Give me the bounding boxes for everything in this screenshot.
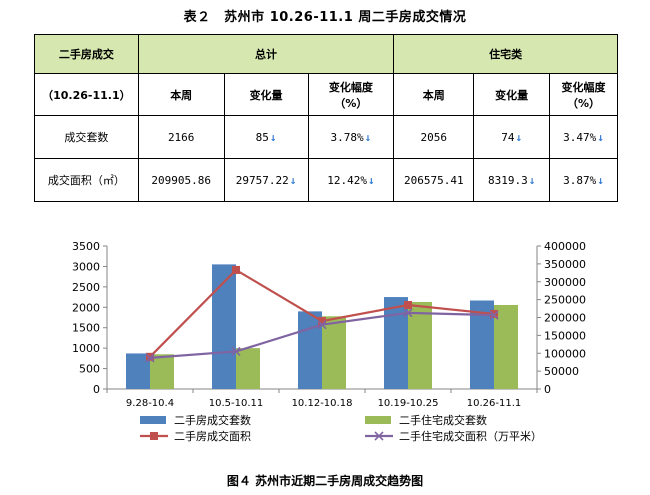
legend-label: 二手房成交套数 <box>174 413 251 427</box>
rate-header-line2: （%） <box>567 96 601 110</box>
right-tick-label: 0 <box>544 383 551 396</box>
right-tick-label: 350000 <box>544 258 586 271</box>
col-header-rate-total: 变化幅度 （%） <box>307 73 395 116</box>
left-tick-label: 3000 <box>72 260 100 273</box>
down-arrow-icon: ↓ <box>528 173 536 187</box>
left-tick-label: 1500 <box>72 322 100 335</box>
left-tick-label: 0 <box>93 383 100 396</box>
value: 3.87% <box>563 173 597 187</box>
bar-residential-units <box>408 301 432 389</box>
value: 3.78% <box>330 130 364 144</box>
legend-swatch <box>140 416 166 424</box>
x-marker <box>489 310 499 320</box>
left-tick-label: 3500 <box>72 240 100 253</box>
right-tick-label: 300000 <box>544 276 586 289</box>
value: 3.47% <box>563 130 597 144</box>
x-tick-label: 9.28-10.4 <box>126 398 174 409</box>
x-marker <box>145 353 155 363</box>
right-tick-label: 250000 <box>544 294 586 307</box>
legend-x-marker <box>374 431 384 441</box>
trend-chart: 0 500 1000 1500 2000 2500 3000 3500 0 50000 100000… <box>72 240 586 443</box>
down-arrow-icon: ↓ <box>597 173 604 187</box>
down-arrow-icon: ↓ <box>597 130 604 144</box>
right-tick-label: 50000 <box>544 365 579 378</box>
group-header-residential: 住宅类 <box>393 34 618 74</box>
down-arrow-icon: ↓ <box>367 173 375 187</box>
down-arrow-icon: ↓ <box>515 130 523 144</box>
left-tick-label: 2000 <box>72 301 100 314</box>
square-marker <box>232 265 240 274</box>
col-header-change-total: 变化量 <box>223 73 309 116</box>
legend-label: 二手房成交面积 <box>174 429 251 443</box>
col-header-change-res: 变化量 <box>473 73 551 116</box>
down-arrow-icon: ↓ <box>289 173 297 187</box>
table-row: 成交面积（㎡） 209905.86 29757.22↓ 12.42%↓ 2065… <box>34 158 618 202</box>
square-marker <box>490 309 498 318</box>
right-tick-label: 400000 <box>544 240 586 253</box>
table-row: 成交套数 2166 85↓ 3.78%↓ 2056 74↓ 3.47%↓ <box>34 115 618 159</box>
x-marker <box>317 320 327 330</box>
value: 29757.22 <box>235 173 289 187</box>
right-tick-label: 200000 <box>544 312 586 325</box>
value: 8319.3 <box>487 173 528 187</box>
cell-area-total-change: 29757.22↓ <box>223 158 309 202</box>
legend-label: 二手住宅成交面积（万平米） <box>399 429 542 443</box>
figure-caption: 图４ 苏州市近期二手房周成交趋势图 <box>226 474 424 488</box>
value: 12.42% <box>327 173 367 187</box>
square-marker <box>318 317 326 326</box>
col-header-rate-res: 变化幅度 （%） <box>549 73 618 116</box>
legend-swatch <box>365 416 391 424</box>
rate-header-line1: 变化幅度 <box>328 80 373 94</box>
cell-units-res-rate: 3.47%↓ <box>549 115 618 159</box>
right-tick-label: 150000 <box>544 329 586 342</box>
down-arrow-icon: ↓ <box>269 130 277 144</box>
x-marker <box>231 346 241 357</box>
cell-units-total-rate: 3.78%↓ <box>307 115 395 159</box>
square-marker <box>404 300 412 309</box>
left-tick-label: 1000 <box>72 342 100 355</box>
table-title: 表２ 苏州市 10.26-11.1 周二手房成交情况 <box>183 10 467 25</box>
cell-units-res-change: 74↓ <box>473 115 551 159</box>
rate-header-line1: 变化幅度 <box>561 80 606 94</box>
col-header-this-week-total: 本周 <box>137 73 225 116</box>
col-header-this-week-res: 本周 <box>393 73 475 116</box>
value: 85 <box>255 130 269 144</box>
left-tick-label: 500 <box>79 363 100 376</box>
x-tick-label: 10.19-10.25 <box>378 398 439 409</box>
down-arrow-icon: ↓ <box>364 130 372 144</box>
cell-area-res-change: 8319.3↓ <box>473 158 551 202</box>
row-label-area: 成交面积（㎡） <box>34 158 139 202</box>
legend-label: 二手住宅成交套数 <box>399 413 487 427</box>
bar-all-units <box>212 264 236 389</box>
rate-header-line2: （%） <box>334 96 368 110</box>
header-corner-label: 二手房成交 <box>34 34 139 74</box>
row-label-units: 成交套数 <box>34 115 139 159</box>
bar-all-units <box>384 297 408 389</box>
x-tick-label: 10.26-11.1 <box>467 398 522 409</box>
cell-area-res-this-week: 206575.41 <box>393 158 475 202</box>
x-tick-label: 10.5-10.11 <box>209 398 264 409</box>
cell-area-total-this-week: 209905.86 <box>137 158 225 202</box>
cell-units-total-change: 85↓ <box>223 115 309 159</box>
right-tick-label: 100000 <box>544 347 586 360</box>
stats-table: 二手房成交 总计 住宅类 （10.26-11.1） 本周 变化量 变化幅度 （%… <box>34 34 618 202</box>
period-label: （10.26-11.1） <box>34 73 139 116</box>
cell-area-res-rate: 3.87%↓ <box>549 158 618 202</box>
cell-area-total-rate: 12.42%↓ <box>307 158 395 202</box>
legend-square-marker <box>150 432 158 440</box>
cell-units-total-this-week: 2166 <box>137 115 225 159</box>
x-tick-label: 10.12-10.18 <box>292 398 353 409</box>
x-marker <box>403 308 413 318</box>
value: 74 <box>501 130 515 144</box>
group-header-total: 总计 <box>137 34 395 74</box>
cell-units-res-this-week: 2056 <box>393 115 475 159</box>
left-tick-label: 2500 <box>72 281 100 294</box>
